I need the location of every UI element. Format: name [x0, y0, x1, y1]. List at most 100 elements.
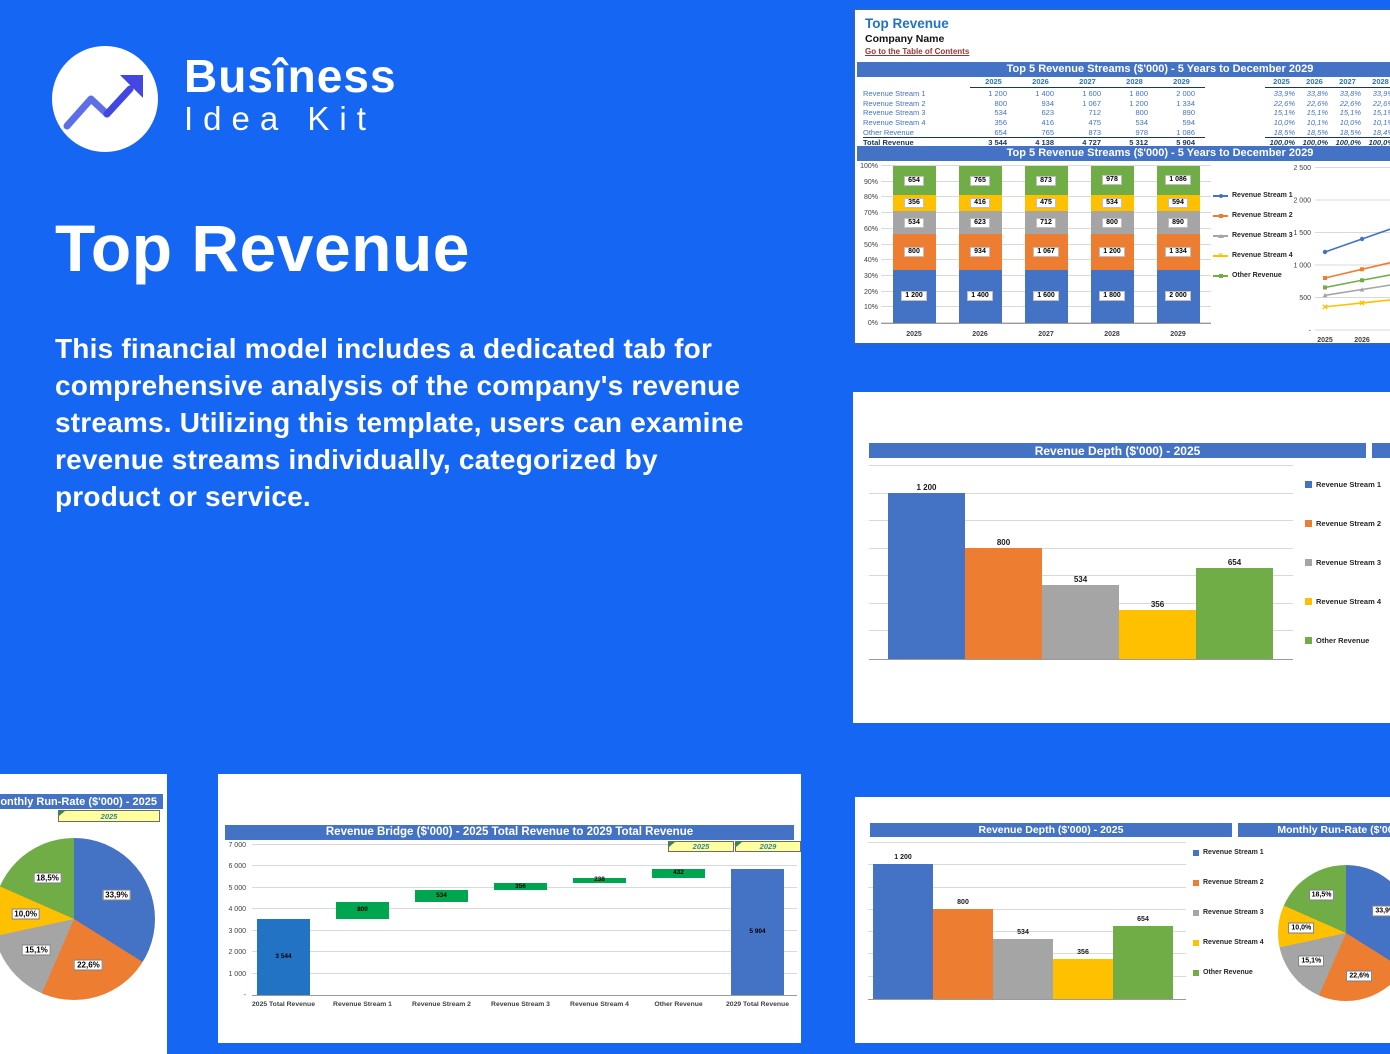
legend-item: Other Revenue: [1213, 272, 1293, 279]
revenue-depth-header: Revenue Depth ($'000) - 2025: [869, 443, 1366, 458]
bridge-from-year-value: 2025: [692, 842, 710, 851]
revenue-depth-chart: 1 200 800 534 356 654: [869, 465, 1293, 660]
cell-percent: 22,6%: [1372, 98, 1390, 108]
cell-percent: 100,0%: [1302, 138, 1328, 148]
depth-bar: [888, 492, 965, 659]
bar-segment: 1 600: [1024, 269, 1068, 323]
depth-bar: [1053, 959, 1113, 999]
segment-data-label: 534: [904, 217, 924, 228]
segment-data-label: 800: [904, 247, 924, 258]
pie-slice-label: 18,5%: [33, 872, 62, 884]
depth-bar: [933, 909, 993, 999]
pie-slice-label: 22,6%: [74, 959, 103, 971]
pie-slice-label: 33,9%: [1372, 905, 1390, 917]
cell-value: 356: [994, 118, 1007, 128]
bridge-to-year-dropdown[interactable]: 2029: [735, 841, 801, 852]
bar-segment: 594: [1156, 194, 1200, 211]
brand-subname: Idea Kit: [184, 100, 376, 138]
cell-percent: 10,1%: [1306, 118, 1328, 128]
table-of-contents-link[interactable]: Go to the Table of Contents: [865, 47, 970, 56]
bar-segment: 800: [892, 234, 936, 270]
segment-data-label: 765: [970, 175, 990, 186]
year-selector-value: 2025: [100, 811, 118, 821]
depth-bar: [1042, 585, 1119, 659]
bar-segment: 1 400: [958, 269, 1002, 323]
depth-bar: [873, 864, 933, 999]
legend-item: Revenue Stream 2: [1193, 879, 1264, 886]
cell-percent: 10,0%: [1339, 118, 1361, 128]
segment-data-label: 978: [1102, 175, 1122, 186]
cell-value: 416: [1041, 118, 1054, 128]
bridge-to-year-value: 2029: [759, 842, 777, 851]
table-section-header-text: Top 5 Revenue Streams ($'000) - 5 Years …: [1006, 63, 1314, 76]
cell-percent: 15,1%: [1273, 108, 1295, 118]
waterfall-data-label: 5 904: [749, 927, 766, 935]
svg-text:2 500: 2 500: [1293, 165, 1311, 172]
waterfall-data-label: 356: [515, 882, 526, 890]
stacked-column: 1 800 1 200 800 534 978: [1090, 166, 1134, 323]
waterfall-bar: 3 544: [257, 919, 310, 995]
legend-item: Revenue Stream 4: [1193, 939, 1264, 946]
cell-value: 4 727: [1082, 138, 1101, 148]
bar-segment: 1 200: [892, 269, 936, 323]
cell-value: 800: [994, 98, 1007, 108]
chart-section-header-text: Top 5 Revenue Streams ($'000) - 5 Years …: [1006, 147, 1314, 160]
row-label: Revenue Stream 1: [863, 89, 926, 99]
cell-value: 594: [1182, 118, 1195, 128]
cell-value: 800: [1135, 108, 1148, 118]
bar-segment: 712: [1024, 210, 1068, 235]
segment-data-label: 1 200: [901, 291, 927, 302]
legend-item: Revenue Stream 4: [1305, 597, 1381, 606]
table-row: Revenue Stream 4 356 416 475 534 594 10,0% 10,1…: [863, 118, 1390, 128]
bar-data-label: 1 200: [916, 482, 937, 492]
segment-data-label: 712: [1036, 217, 1056, 228]
waterfall-data-label: 800: [357, 906, 368, 914]
bar-segment: 978: [1090, 166, 1134, 195]
legend-item: Revenue Stream 3: [1193, 909, 1264, 916]
svg-text:2025: 2025: [1317, 337, 1333, 344]
monthly-run-rate-pie: 33,9% 22,6% 15,1% 10,0% 18,5%: [0, 838, 155, 1000]
cell-percent: 100,0%: [1335, 138, 1361, 148]
legend-item: Revenue Stream 3: [1213, 232, 1293, 239]
bar-segment: 623: [958, 210, 1002, 235]
bar-segment: 1 067: [1024, 234, 1068, 270]
segment-data-label: 800: [1102, 217, 1122, 228]
bar-segment: 934: [958, 234, 1002, 270]
segment-data-label: 1 067: [1033, 247, 1059, 258]
bar-data-label: 534: [1073, 575, 1088, 584]
year-column-header: 2025: [970, 77, 1017, 88]
svg-text:1 500: 1 500: [1293, 230, 1311, 237]
chart-section-header: Top 5 Revenue Streams ($'000) - 5 Years …: [857, 146, 1390, 161]
next-section-header-sliver: [1372, 443, 1390, 458]
trend-arrow-logo-icon: [52, 46, 158, 152]
cell-value: 1 400: [1035, 89, 1054, 99]
line-chart-legend: Revenue Stream 1 Revenue Stream 2 Revenue …: [1213, 192, 1293, 292]
monthly-run-rate-small-header-text: Monthly Run-Rate ($'000) - 2025: [1277, 824, 1390, 836]
table-row: Other Revenue 654 765 873 978 1 086 18,5% 18,5%…: [863, 127, 1390, 137]
cell-value: 1 800: [1129, 89, 1148, 99]
cell-value: 1 334: [1176, 98, 1195, 108]
svg-text:2 000: 2 000: [1293, 198, 1311, 205]
segment-data-label: 623: [970, 217, 990, 228]
bar-data-label: 356: [1150, 599, 1165, 609]
cell-percent: 22,6%: [1339, 98, 1361, 108]
pie-slice-label: 33,9%: [102, 889, 131, 901]
cell-value: 534: [1135, 118, 1148, 128]
bar-data-label: 356: [1077, 949, 1089, 957]
cell-percent: 18,4%: [1372, 127, 1390, 137]
row-label: Other Revenue: [863, 127, 914, 137]
bar-segment: 654: [892, 166, 936, 195]
cell-value: 3 544: [988, 138, 1007, 148]
legend-item: ✕ Revenue Stream 4: [1213, 252, 1293, 259]
bar-segment: 800: [1090, 210, 1134, 235]
bar-data-label: 654: [1227, 558, 1242, 568]
bar-segment: 1 086: [1156, 166, 1200, 195]
year-selector-dropdown[interactable]: 2025: [58, 810, 160, 822]
bridge-from-year-dropdown[interactable]: 2025: [668, 841, 734, 852]
segment-data-label: 1 400: [967, 291, 993, 302]
cell-value: 934: [1041, 98, 1054, 108]
segment-data-label: 654: [904, 175, 924, 186]
cell-percent: 18,5%: [1273, 127, 1295, 137]
segment-data-label: 534: [1102, 197, 1122, 208]
